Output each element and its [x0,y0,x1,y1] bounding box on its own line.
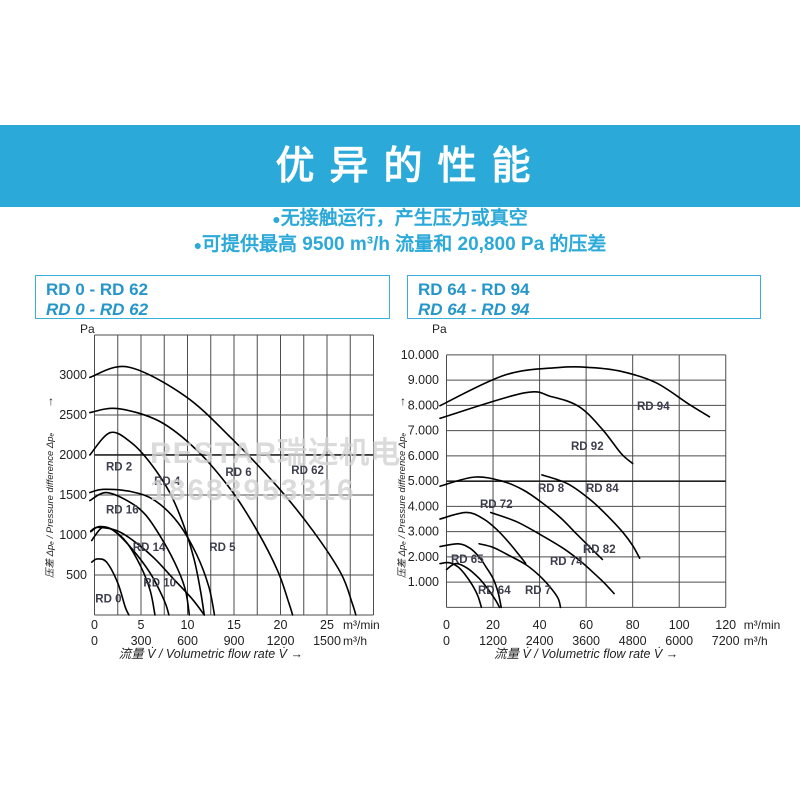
svg-text:0: 0 [443,618,450,632]
svg-text:RD 16: RD 16 [106,504,139,516]
svg-text:RD 64: RD 64 [478,585,511,597]
svg-text:3.000: 3.000 [408,525,439,539]
svg-text:1000: 1000 [59,528,87,542]
svg-text:RD 72: RD 72 [480,499,513,511]
svg-text:100: 100 [669,618,690,632]
svg-text:RD 5: RD 5 [209,542,236,554]
svg-text:RD 82: RD 82 [583,544,616,556]
svg-text:300: 300 [131,634,152,648]
svg-text:4.000: 4.000 [408,499,439,513]
svg-text:600: 600 [177,634,198,648]
svg-text:RD 84: RD 84 [586,483,619,495]
svg-text:0: 0 [91,634,98,648]
svg-text:流量 V̇ / Volumetric flow rate V: 流量 V̇ / Volumetric flow rate V̇ → [494,647,678,661]
svg-text:压差 Δpₑ / Pressure difference Δ: 压差 Δpₑ / Pressure difference Δpₑ [397,432,408,578]
svg-text:2000: 2000 [59,448,87,462]
svg-text:6000: 6000 [665,634,693,648]
svg-text:8.000: 8.000 [408,398,439,412]
svg-text:1500: 1500 [59,488,87,502]
svg-text:Pa: Pa [432,322,447,336]
svg-text:RD 7: RD 7 [525,585,551,597]
svg-text:3000: 3000 [59,368,87,382]
svg-text:4800: 4800 [619,634,647,648]
svg-text:900: 900 [224,634,245,648]
svg-text:m³/h: m³/h [744,634,768,648]
svg-text:2400: 2400 [526,634,554,648]
svg-text:3600: 3600 [572,634,600,648]
svg-text:RD 2: RD 2 [106,462,132,474]
svg-text:120: 120 [715,618,736,632]
svg-text:6.000: 6.000 [408,449,439,463]
svg-text:↑: ↑ [48,394,54,408]
svg-text:10: 10 [181,618,195,632]
svg-text:RD 62: RD 62 [291,465,324,477]
svg-text:RD 6: RD 6 [225,467,251,479]
svg-text:m³/h: m³/h [343,634,367,648]
svg-text:40: 40 [533,618,547,632]
svg-text:m³/min: m³/min [343,618,380,632]
svg-text:Pa: Pa [80,322,95,336]
svg-text:RD 65: RD 65 [451,554,484,566]
svg-text:10.000: 10.000 [401,348,439,362]
svg-text:60: 60 [579,618,593,632]
svg-text:15: 15 [227,618,241,632]
svg-text:2.000: 2.000 [408,550,439,564]
svg-text:1.000: 1.000 [408,575,439,589]
svg-text:9.000: 9.000 [408,373,439,387]
svg-text:5.000: 5.000 [408,474,439,488]
svg-text:↑: ↑ [400,394,406,408]
svg-text:500: 500 [66,568,87,582]
svg-text:1200: 1200 [267,634,295,648]
svg-text:RD 0: RD 0 [95,594,121,606]
svg-text:流量 V̇ / Volumetric flow rate V: 流量 V̇ / Volumetric flow rate V̇ → [119,647,303,661]
svg-text:1500: 1500 [313,634,341,648]
svg-text:0: 0 [91,618,98,632]
svg-text:0: 0 [443,634,450,648]
svg-text:20: 20 [486,618,500,632]
svg-text:80: 80 [626,618,640,632]
svg-text:RD 4: RD 4 [154,476,181,488]
svg-text:20: 20 [274,618,288,632]
svg-text:5: 5 [138,618,145,632]
svg-text:7200: 7200 [712,634,740,648]
svg-text:7.000: 7.000 [408,424,439,438]
svg-text:压差 Δpₑ / Pressure difference Δ: 压差 Δpₑ / Pressure difference Δpₑ [45,432,56,578]
svg-text:RD 8: RD 8 [538,483,565,495]
svg-text:25: 25 [320,618,334,632]
svg-text:1200: 1200 [479,634,507,648]
svg-text:RD 74: RD 74 [550,556,583,568]
svg-text:RD 14: RD 14 [133,542,166,554]
svg-text:RD 10: RD 10 [143,578,176,590]
svg-text:m³/min: m³/min [744,618,781,632]
svg-text:2500: 2500 [59,408,87,422]
svg-text:RD 92: RD 92 [571,441,604,453]
svg-text:RD 94: RD 94 [637,401,670,413]
